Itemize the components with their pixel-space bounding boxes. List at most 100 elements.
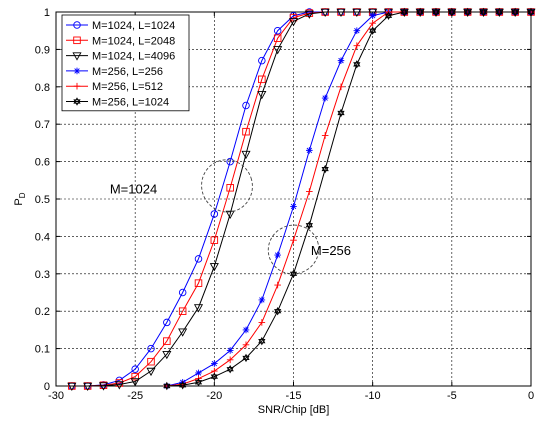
data-point <box>226 356 234 364</box>
data-point <box>320 8 330 18</box>
y-tick-label: 0.9 <box>35 44 50 56</box>
data-point <box>226 364 234 374</box>
data-point <box>242 326 250 334</box>
series-layer <box>67 7 536 392</box>
data-point <box>210 236 219 244</box>
data-point <box>163 381 171 391</box>
data-point <box>210 210 219 218</box>
data-point <box>369 12 376 20</box>
legend-item-4: M=256, L=256 <box>66 66 163 78</box>
data-point <box>274 251 281 259</box>
legend-box <box>61 14 190 112</box>
data-point <box>290 236 297 244</box>
x-tick-label: -25 <box>127 390 143 402</box>
data-point <box>384 11 393 20</box>
data-point <box>290 203 297 210</box>
y-tick-label: 0.3 <box>35 269 50 281</box>
data-point <box>258 75 266 84</box>
data-point <box>288 18 299 27</box>
data-point <box>163 337 171 345</box>
annotation-label: M=1024 <box>110 181 157 196</box>
data-point <box>337 83 345 91</box>
y-tick-label: 0.1 <box>35 344 50 356</box>
y-tick-label: 0 <box>44 381 50 393</box>
data-point <box>226 347 234 354</box>
legend-item-6: M=256, L=1024 <box>66 97 169 109</box>
y-tick-label: 0.7 <box>35 119 50 131</box>
data-point <box>400 7 408 17</box>
data-point <box>336 8 346 18</box>
data-point <box>146 367 156 377</box>
legend-marker <box>73 36 81 45</box>
axis-ticks: -30 -25 -20 -15 -10 -5 0 0 0.1 0.2 0.3 0.4 0.5 0.6 0.7… <box>35 7 534 402</box>
data-point <box>337 57 345 64</box>
data-point <box>242 341 250 349</box>
data-point <box>193 304 204 313</box>
data-point <box>495 7 503 17</box>
y-tick-label: 0.2 <box>35 306 50 318</box>
annotation-ellipse <box>201 159 253 213</box>
data-point <box>194 378 203 387</box>
y-axis-label: PD <box>13 192 27 205</box>
data-point <box>258 319 266 326</box>
data-point <box>83 382 93 392</box>
data-point <box>195 369 202 377</box>
legend-marker <box>73 21 81 29</box>
y-tick-label: 1 <box>44 7 50 19</box>
data-point <box>163 318 171 327</box>
legend-marker <box>73 67 81 75</box>
annotation-layer: M=1024 M=256 <box>110 159 351 275</box>
data-point <box>162 350 172 360</box>
data-point <box>273 26 282 35</box>
data-point <box>305 220 313 230</box>
legend-label: M=1024, L=4096 <box>92 51 175 63</box>
data-point <box>258 56 266 65</box>
x-tick-label: -20 <box>206 390 222 402</box>
annotation-1: M=1024 <box>110 159 253 213</box>
data-point <box>147 344 155 353</box>
data-point <box>369 26 377 35</box>
data-point <box>369 19 376 27</box>
annotation-ellipse <box>267 224 320 275</box>
y-tick-label: 0.4 <box>35 231 50 243</box>
data-point <box>258 296 266 304</box>
x-tick-label: -5 <box>447 390 457 402</box>
y-axis-label-subscript: D <box>18 192 27 198</box>
data-point <box>258 336 266 346</box>
legend-marker <box>73 82 81 90</box>
data-point <box>352 8 362 18</box>
data-point <box>210 372 218 381</box>
legend-marker <box>72 52 82 61</box>
y-tick-label: 0.5 <box>35 194 50 206</box>
data-point <box>321 132 329 139</box>
annotation-2: M=256 <box>267 224 351 275</box>
data-point <box>273 46 283 55</box>
data-point <box>242 127 250 136</box>
data-point <box>98 382 109 391</box>
legend-label: M=256, L=1024 <box>92 97 169 109</box>
legend-item-1: M=1024, L=1024 <box>66 20 175 32</box>
data-point <box>226 157 234 166</box>
data-point <box>321 164 329 174</box>
data-point <box>211 360 218 367</box>
data-point <box>353 27 361 34</box>
data-point <box>178 328 188 337</box>
data-point <box>479 7 488 17</box>
y-axis-label-main: P <box>13 198 25 205</box>
legend-label: M=256, L=256 <box>92 66 163 78</box>
data-point <box>306 147 313 154</box>
data-point <box>353 42 361 49</box>
data-point <box>131 372 139 381</box>
data-point <box>67 382 77 392</box>
data-point <box>209 263 219 272</box>
x-tick-label: -10 <box>365 390 381 402</box>
x-tick-label: 0 <box>528 390 534 402</box>
data-point <box>448 7 456 17</box>
legend-item-2: M=1024, L=2048 <box>66 35 175 47</box>
data-point <box>147 357 155 366</box>
data-point <box>289 269 298 278</box>
data-point <box>179 381 187 390</box>
legend-label: M=1024, L=1024 <box>92 20 175 32</box>
data-point <box>416 7 424 17</box>
